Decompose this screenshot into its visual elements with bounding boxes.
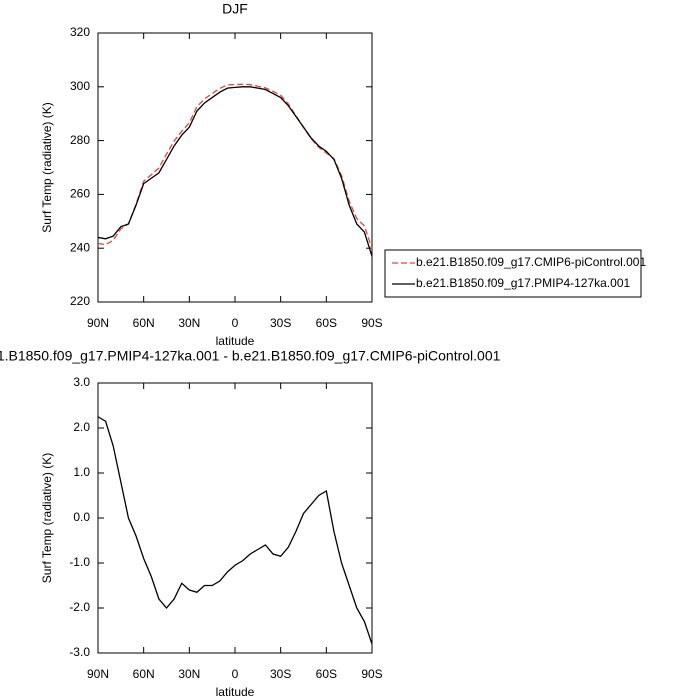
x-tick-label: 90S — [361, 316, 382, 330]
legend-label: b.e21.B1850.f09_g17.CMIP6-piControl.001 — [416, 255, 646, 269]
y-tick-label: 0.0 — [73, 510, 90, 524]
x-tick-label: 0 — [232, 316, 239, 330]
x-axis-label: latitude — [216, 334, 255, 348]
legend-box — [384, 249, 642, 298]
x-tick-label: 30S — [270, 667, 291, 681]
chart-title: DJF — [222, 1, 248, 17]
x-tick-label: 60N — [133, 667, 155, 681]
x-tick-label: 30N — [178, 667, 200, 681]
data-line — [97, 86, 373, 257]
y-tick-label: -1.0 — [69, 555, 90, 569]
chart-title: b.e21.B1850.f09_g17.PMIP4-127ka.001 - b.… — [0, 348, 501, 364]
data-line — [97, 416, 373, 645]
y-tick-label: 240 — [70, 240, 90, 254]
y-axis-label: Surf Temp (radiative) (K) — [40, 453, 54, 583]
data-line — [97, 83, 373, 249]
y-tick-label: -2.0 — [69, 600, 90, 614]
x-tick-label: 0 — [232, 667, 239, 681]
y-tick-label: -3.0 — [69, 645, 90, 659]
x-tick-label: 90S — [361, 667, 382, 681]
plot-frame — [97, 32, 373, 303]
y-tick-label: 1.0 — [73, 465, 90, 479]
y-axis-label: Surf Temp (radiative) (K) — [40, 102, 54, 232]
x-tick-label: 30N — [178, 316, 200, 330]
x-tick-label: 60S — [316, 667, 337, 681]
x-tick-label: 60N — [133, 316, 155, 330]
y-tick-label: 280 — [70, 133, 90, 147]
legend-label: b.e21.B1850.f09_g17.PMIP4-127ka.001 — [416, 276, 630, 290]
y-tick-label: 3.0 — [73, 375, 90, 389]
y-tick-label: 2.0 — [73, 420, 90, 434]
y-tick-label: 320 — [70, 25, 90, 39]
x-tick-label: 30S — [270, 316, 291, 330]
x-axis-label: latitude — [216, 685, 255, 699]
y-tick-label: 220 — [70, 294, 90, 308]
x-tick-label: 90N — [87, 316, 109, 330]
y-tick-label: 300 — [70, 79, 90, 93]
y-tick-label: 260 — [70, 187, 90, 201]
x-tick-label: 60S — [316, 316, 337, 330]
x-tick-label: 90N — [87, 667, 109, 681]
